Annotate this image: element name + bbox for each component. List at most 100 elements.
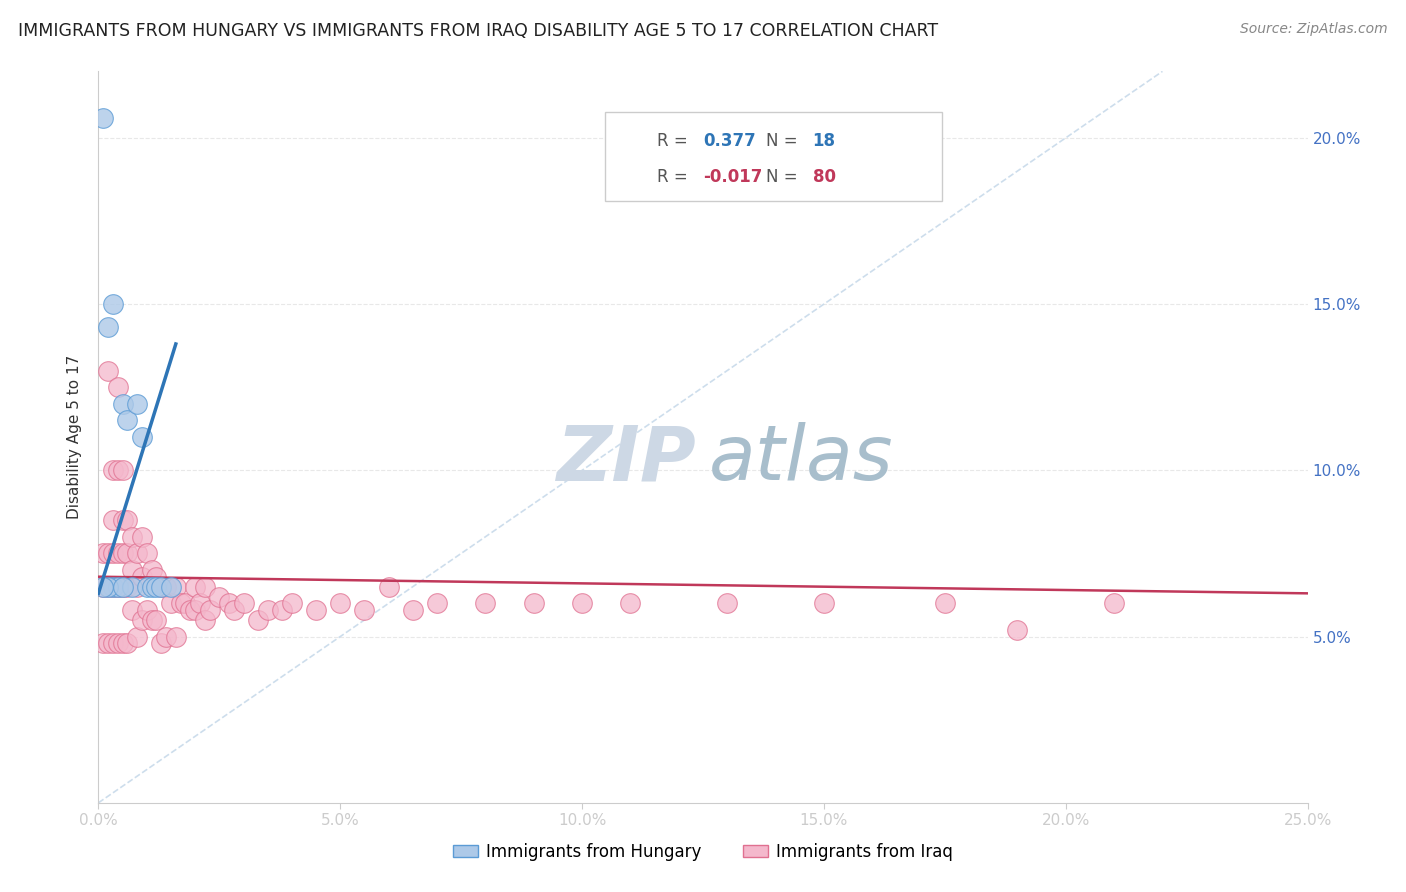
Point [101,546,124,560]
Text: ZIP: ZIP [557,422,697,496]
Point [934,596,956,610]
Point [101,297,124,311]
Point [150,636,173,650]
Point [107,463,129,477]
Point [131,530,153,544]
Point [145,580,167,594]
Text: 18: 18 [813,132,835,150]
Point [101,580,124,594]
Y-axis label: Disability Age 5 to 17: Disability Age 5 to 17 [67,355,83,519]
Point [111,580,134,594]
Point [232,596,254,610]
Point [91,636,114,650]
Text: 0.377: 0.377 [703,132,756,150]
Point [97,320,120,334]
Point [218,596,240,610]
Point [121,563,143,577]
Point [165,630,187,644]
Point [107,580,129,594]
Point [121,580,143,594]
Point [97,546,120,560]
Point [208,590,231,604]
Point [111,580,134,594]
Point [135,603,157,617]
Point [117,546,139,560]
Point [141,613,163,627]
Point [127,580,149,594]
Point [145,613,167,627]
Point [222,603,245,617]
Point [329,596,352,610]
Point [111,463,134,477]
Point [150,580,173,594]
Point [256,603,278,617]
Point [111,397,134,411]
Point [194,613,217,627]
Point [121,603,143,617]
Point [523,596,546,610]
Point [141,563,163,577]
Point [127,546,149,560]
Point [117,413,139,427]
Point [135,580,157,594]
Point [107,636,129,650]
Text: R =: R = [657,168,693,186]
Point [117,636,139,650]
Point [111,636,134,650]
Point [91,546,114,560]
Point [121,530,143,544]
Point [91,580,114,594]
Text: 80: 80 [813,168,835,186]
Point [117,513,139,527]
Point [165,580,187,594]
Point [716,596,738,610]
Point [271,603,294,617]
Point [131,570,153,584]
Point [101,513,124,527]
Point [150,580,173,594]
Point [155,630,177,644]
Point [107,546,129,560]
Point [1007,623,1029,637]
Point [281,596,304,610]
Point [247,613,270,627]
Point [155,580,177,594]
Point [619,596,641,610]
Point [160,580,183,594]
Point [111,513,134,527]
Point [111,546,134,560]
Point [813,596,835,610]
Point [101,580,124,594]
Point [97,580,120,594]
Legend: Immigrants from Hungary, Immigrants from Iraq: Immigrants from Hungary, Immigrants from… [446,837,960,868]
Point [107,580,129,594]
Text: R =: R = [657,132,693,150]
Point [377,580,399,594]
Point [117,580,139,594]
Point [571,596,593,610]
Point [101,463,124,477]
Point [194,580,217,594]
Point [97,636,120,650]
Point [127,630,149,644]
Point [141,580,163,594]
Point [145,570,167,584]
Point [198,603,221,617]
Point [91,580,114,594]
Point [135,546,157,560]
Point [160,596,183,610]
Point [107,380,129,394]
Point [426,596,449,610]
Text: N =: N = [766,132,803,150]
Point [184,580,207,594]
Point [474,596,496,610]
Point [179,603,201,617]
Text: Source: ZipAtlas.com: Source: ZipAtlas.com [1240,22,1388,37]
Point [127,397,149,411]
Point [353,603,375,617]
Text: N =: N = [766,168,803,186]
Text: -0.017: -0.017 [703,168,762,186]
Point [174,596,197,610]
Point [131,613,153,627]
Text: atlas: atlas [709,422,894,496]
